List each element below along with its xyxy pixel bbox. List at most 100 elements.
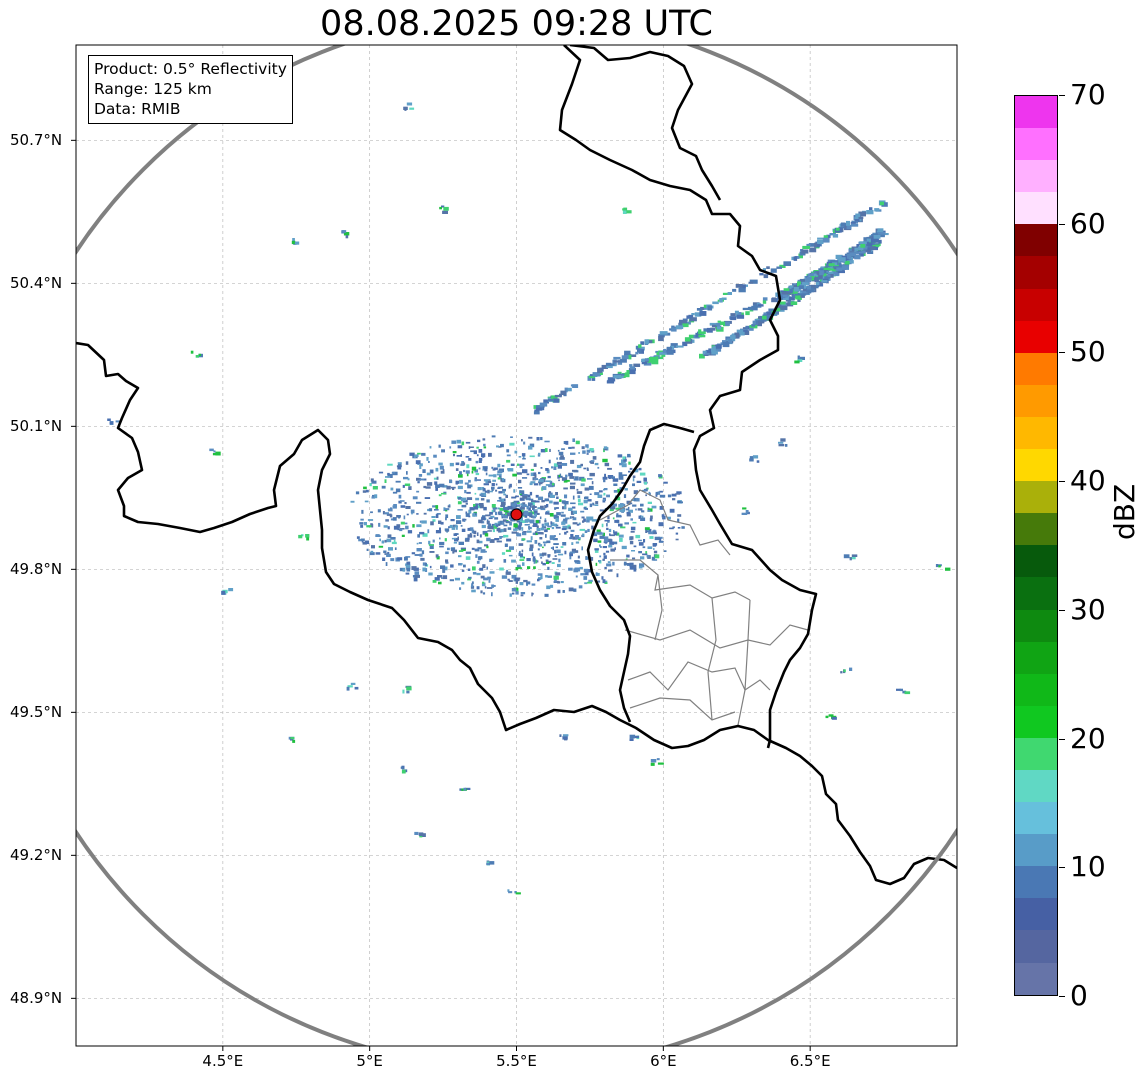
- lon-tick-label: 6.5°E: [789, 1052, 831, 1070]
- echo-cell: [615, 507, 621, 510]
- colorbar-segment: [1015, 160, 1057, 193]
- echo-cell: [522, 469, 528, 474]
- echo-cell: [435, 554, 439, 558]
- echo-cell: [467, 537, 470, 540]
- echo-cell: [570, 510, 575, 515]
- echo-cell: [564, 550, 567, 555]
- echo-cell: [473, 504, 476, 507]
- echo-cell: [599, 544, 601, 547]
- echo-cell: [538, 482, 543, 485]
- echo-cell: [583, 576, 588, 580]
- echo-cell: [822, 237, 830, 243]
- echo-cell: [458, 474, 463, 478]
- echo-cell: [471, 547, 475, 550]
- echo-cell: [107, 418, 111, 421]
- echo-cell: [507, 889, 510, 892]
- echo-cell: [400, 521, 405, 525]
- echo-cell: [549, 448, 551, 452]
- echo-cell: [556, 457, 558, 460]
- echo-cell: [511, 531, 517, 534]
- echo-cell: [404, 502, 407, 505]
- echo-cell: [602, 499, 606, 503]
- echo-cell: [578, 452, 580, 454]
- echo-cell: [520, 503, 523, 506]
- echo-cell: [538, 577, 542, 581]
- echo-cell: [553, 398, 560, 403]
- echo-cell: [510, 436, 513, 438]
- echo-cell: [467, 578, 472, 581]
- colorbar-segment: [1015, 898, 1057, 931]
- echo-cell: [609, 534, 615, 537]
- echo-cell: [675, 325, 684, 329]
- echo-cell: [855, 213, 861, 217]
- echo-cell: [465, 502, 468, 505]
- echo-cell: [576, 491, 583, 494]
- echo-cell: [827, 274, 831, 277]
- echo-cell: [465, 537, 469, 541]
- echo-cell: [540, 505, 544, 509]
- echo-cell: [574, 562, 578, 564]
- echo-cell: [654, 554, 660, 559]
- echo-cell: [564, 494, 568, 499]
- echo-cell: [215, 451, 221, 456]
- echo-cell: [402, 568, 406, 572]
- echo-cell: [659, 490, 663, 493]
- echo-cell: [496, 540, 502, 543]
- echo-cell: [580, 463, 583, 467]
- echo-cell: [752, 455, 759, 459]
- echo-cell: [500, 478, 503, 482]
- echo-cell: [547, 475, 551, 479]
- echo-cell: [749, 456, 754, 460]
- echo-cell: [635, 498, 640, 502]
- echo-cell: [430, 521, 434, 526]
- echo-cell: [541, 486, 547, 490]
- echo-cell: [655, 491, 659, 496]
- echo-cell: [417, 481, 420, 484]
- echo-cell: [385, 519, 389, 522]
- echo-cell: [828, 263, 835, 267]
- echo-cell: [663, 550, 667, 552]
- echo-cell: [527, 494, 531, 497]
- echo-cell: [519, 556, 525, 559]
- echo-cell: [603, 555, 607, 559]
- echo-cell: [837, 270, 845, 274]
- echo-cell: [628, 461, 631, 465]
- echo-cell: [460, 525, 463, 527]
- echo-cell: [476, 479, 481, 481]
- echo-cell: [461, 441, 465, 446]
- echo-cell: [571, 516, 575, 519]
- echo-cell: [592, 456, 597, 460]
- echo-cell: [467, 568, 471, 571]
- echo-cell: [494, 538, 500, 541]
- echo-cell: [524, 511, 529, 516]
- echo-cell: [814, 242, 818, 248]
- echo-cell: [402, 484, 405, 488]
- echo-cell: [587, 376, 592, 381]
- echo-cell: [473, 530, 477, 535]
- echo-cell: [844, 260, 850, 265]
- echo-cell: [460, 497, 467, 502]
- echo-cell: [407, 478, 410, 481]
- echo-cell: [416, 548, 422, 552]
- echo-cell: [501, 465, 505, 467]
- echo-cell: [585, 572, 589, 576]
- echo-cell: [766, 311, 772, 315]
- echo-cell: [580, 510, 585, 513]
- echo-cell: [563, 518, 568, 521]
- echo-cell: [602, 532, 605, 536]
- echo-cell: [756, 460, 760, 463]
- echo-cell: [519, 497, 525, 501]
- echo-cell: [495, 524, 499, 528]
- echo-cell: [807, 273, 815, 277]
- colorbar-tick-label: 40: [1070, 464, 1106, 498]
- echo-cell: [488, 517, 493, 520]
- echo-cell: [711, 350, 718, 355]
- echo-cell: [561, 448, 565, 450]
- echo-cell: [443, 206, 449, 211]
- echo-cell: [507, 527, 512, 530]
- echo-cell: [515, 567, 519, 571]
- lon-tick-label: 5°E: [356, 1052, 383, 1070]
- echo-cell: [342, 230, 347, 233]
- echo-cell: [587, 581, 592, 584]
- echo-cell: [418, 474, 423, 477]
